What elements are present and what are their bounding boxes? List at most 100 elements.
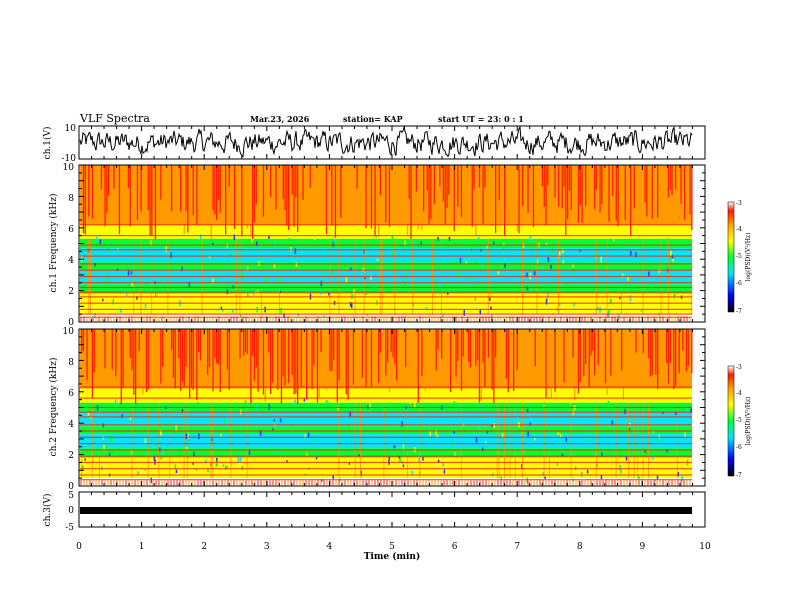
spectrogram-noise <box>668 255 671 261</box>
low-freq-noise <box>311 480 313 486</box>
sferic-streak <box>338 329 340 381</box>
low-freq-noise <box>350 316 352 322</box>
sferic-streak <box>484 329 486 387</box>
low-freq-noise <box>311 316 313 322</box>
spectrogram-noise <box>402 464 405 468</box>
low-freq-noise <box>596 480 598 486</box>
spectrogram-noise <box>337 406 339 411</box>
sferic-streak <box>185 329 187 367</box>
low-freq-noise <box>179 480 181 486</box>
spectrogram-noise <box>666 238 669 243</box>
low-freq-noise <box>584 480 586 486</box>
spectrogram-noise <box>478 424 480 430</box>
low-freq-noise <box>296 480 298 486</box>
low-freq-noise <box>275 316 277 322</box>
sferic-streak <box>550 329 553 399</box>
spectrogram-noise <box>180 451 182 458</box>
spectrogram-noise <box>118 446 121 452</box>
xtick-0: 0 <box>76 542 82 552</box>
low-freq-noise <box>299 316 301 322</box>
spectrogram-noise <box>656 475 659 480</box>
low-freq-noise <box>590 316 592 322</box>
low-freq-noise <box>287 316 289 322</box>
spectrogram-noise <box>521 463 523 469</box>
low-freq-noise <box>617 480 619 486</box>
sferic-streak <box>93 329 95 373</box>
spectrogram-noise <box>103 258 105 264</box>
sferic-streak <box>185 165 187 212</box>
low-freq-noise <box>206 480 208 486</box>
low-freq-noise <box>281 480 283 486</box>
sferic-streak <box>196 329 198 401</box>
sferic-streak <box>212 329 214 392</box>
low-freq-noise <box>134 480 136 486</box>
sferic-streak <box>291 165 293 195</box>
low-freq-noise <box>401 316 403 322</box>
low-freq-noise <box>224 480 226 486</box>
low-freq-noise <box>599 480 601 486</box>
spectrogram-noise <box>628 428 631 431</box>
sferic-streak <box>496 329 499 389</box>
sferic-streak <box>196 165 198 225</box>
spectrogram-noise <box>447 292 449 295</box>
sferic-streak <box>108 165 110 196</box>
sferic-streak <box>563 165 565 187</box>
sferic-streak <box>475 329 477 366</box>
low-freq-noise <box>542 480 544 486</box>
low-freq-noise <box>551 316 553 322</box>
sferic-streak <box>531 329 533 380</box>
low-freq-noise <box>329 316 331 322</box>
sferic-streak <box>567 165 569 220</box>
sferic-streak <box>624 165 626 220</box>
sferic-streak <box>300 329 302 388</box>
xtick-9: 9 <box>640 542 646 552</box>
sferic-streak <box>91 165 94 219</box>
sferic-streak <box>442 165 445 202</box>
sferic-streak <box>118 165 121 235</box>
spectrogram-noise <box>436 434 439 438</box>
sferic-streak <box>349 329 351 375</box>
spectrogram-noise <box>529 236 532 241</box>
spectrogram-noise <box>249 255 251 262</box>
spectrogram-noise <box>144 469 147 472</box>
sferic-streak <box>378 329 380 383</box>
spectrogram-noise <box>351 302 353 309</box>
sferic-streak <box>424 165 427 207</box>
low-freq-noise <box>104 480 106 486</box>
low-freq-noise <box>536 480 538 486</box>
spectrogram-noise <box>192 462 194 465</box>
spectrogram-noise <box>220 306 223 310</box>
sferic-streak <box>81 329 83 354</box>
sferic-streak <box>198 329 200 353</box>
sferic-streak-long <box>131 404 133 479</box>
spectrogram-noise <box>404 240 406 245</box>
spectrogram-noise <box>360 470 362 476</box>
low-freq-noise <box>551 480 553 486</box>
sferic-streak <box>585 329 587 365</box>
sferic-streak <box>437 329 439 350</box>
sferic-streak <box>608 329 610 375</box>
spectrogram-noise <box>533 271 536 276</box>
sferic-streak <box>313 329 315 366</box>
spectrogram-noise <box>230 253 232 256</box>
sferic-streak <box>675 329 677 386</box>
low-freq-noise <box>140 316 142 322</box>
spectrogram-noise <box>630 250 632 256</box>
spectrogram-noise <box>315 457 318 460</box>
sferic-streak <box>577 329 580 394</box>
spectrogram-noise <box>391 297 393 303</box>
spectrogram-noise <box>428 314 431 319</box>
sferic-streak <box>167 165 169 190</box>
sferic-streak <box>653 165 655 188</box>
low-freq-noise <box>392 480 394 486</box>
sferic-streak <box>212 165 214 211</box>
sferic-streak <box>682 329 684 351</box>
low-freq-noise <box>356 316 358 322</box>
low-freq-noise <box>680 316 682 322</box>
spectrogram-noise <box>569 398 572 404</box>
sferic-streak <box>448 165 450 195</box>
sferic-streak-long <box>261 240 262 315</box>
sferic-streak <box>471 165 473 227</box>
sferic-streak <box>527 165 529 213</box>
spectrogram-noise <box>607 400 610 404</box>
